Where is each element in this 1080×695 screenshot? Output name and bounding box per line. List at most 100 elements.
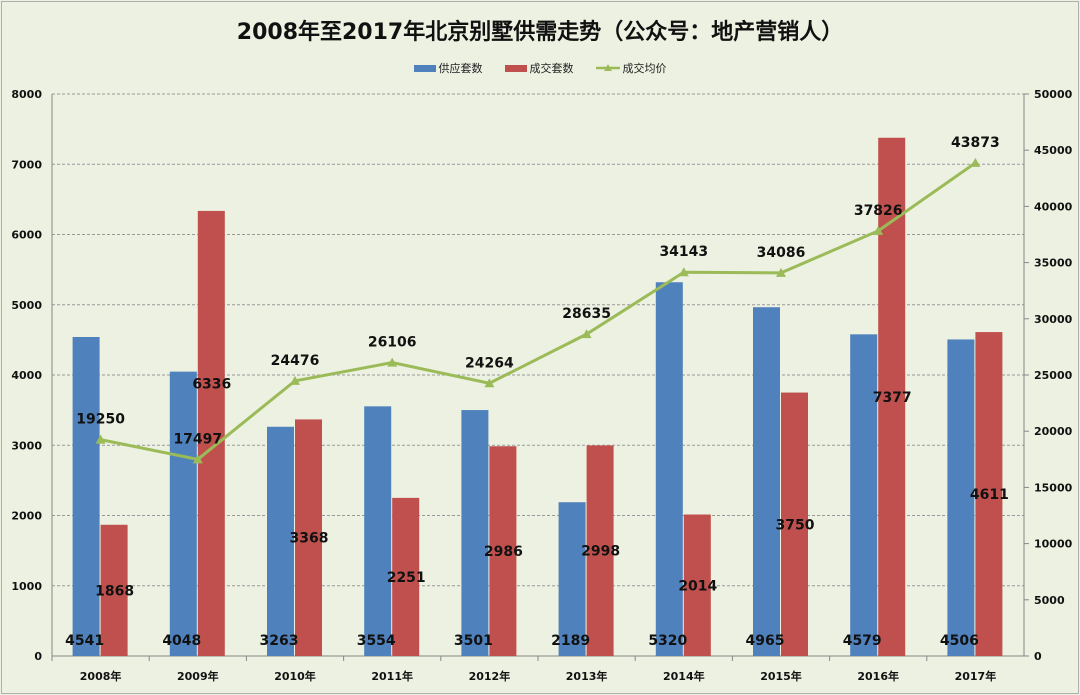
bar-deals [489, 446, 517, 656]
y-right-tick-label: 40000 [1034, 200, 1073, 213]
x-tick-label: 2009年 [177, 669, 219, 683]
bar-deals [781, 392, 808, 656]
legend-swatch-price [595, 64, 620, 71]
y-left-tick-label: 6000 [11, 229, 42, 242]
data-label-deals: 2986 [484, 544, 523, 560]
bar-deals [197, 210, 225, 656]
data-label-supply: 3501 [454, 633, 493, 649]
bar-deals [295, 419, 322, 656]
data-label-price: 26106 [368, 335, 417, 351]
bar-supply [753, 307, 780, 656]
legend-label-supply: 供应套数 [438, 62, 483, 75]
bar-supply [461, 410, 489, 656]
bar-deals [683, 514, 711, 656]
x-tick-label: 2011年 [371, 669, 413, 683]
data-label-deals: 2998 [581, 544, 620, 560]
data-label-price: 24476 [271, 353, 320, 369]
data-label-price: 34143 [659, 244, 708, 260]
data-label-deals: 1868 [95, 583, 134, 599]
y-right-tick-label: 0 [1034, 650, 1042, 663]
bar-deals [878, 137, 906, 656]
data-label-deals: 2014 [678, 578, 717, 594]
bar-supply [267, 426, 294, 656]
legend-item-supply: 供应套数 [413, 60, 483, 76]
bar-supply [850, 334, 878, 656]
data-label-deals: 3368 [290, 531, 329, 547]
legend: 供应套数 成交套数 成交均价 [0, 60, 1080, 76]
bar-supply [169, 371, 197, 656]
data-label-price: 19250 [76, 412, 125, 428]
y-left-tick-label: 4000 [11, 369, 42, 382]
data-label-price: 37826 [854, 203, 903, 219]
marker-price [290, 375, 300, 385]
data-label-deals: 4611 [970, 487, 1009, 503]
x-tick-label: 2012年 [469, 669, 511, 683]
y-right-tick-label: 45000 [1034, 144, 1073, 157]
line-price [100, 161, 977, 461]
marker-price [581, 329, 592, 339]
data-label-deals: 2251 [387, 570, 426, 586]
marker-price [776, 267, 786, 277]
legend-label-deals: 成交套数 [529, 62, 574, 75]
legend-item-deals: 成交套数 [504, 60, 574, 76]
marker-price [678, 267, 689, 277]
legend-swatch-supply [413, 64, 436, 72]
y-right-tick-label: 10000 [1034, 538, 1073, 551]
data-label-supply: 3554 [357, 633, 396, 649]
data-label-supply: 4965 [746, 633, 785, 649]
x-tick-label: 2015年 [760, 669, 802, 683]
marker-price [192, 454, 203, 464]
x-tick-label: 2010年 [274, 669, 316, 683]
bar-deals [100, 524, 128, 656]
y-left-tick-label: 7000 [11, 158, 42, 171]
data-label-supply: 2189 [551, 633, 590, 649]
x-tick-label: 2016年 [857, 669, 899, 683]
y-right-tick-label: 25000 [1034, 369, 1073, 382]
legend-swatch-deals [504, 64, 527, 72]
marker-price [387, 357, 398, 367]
data-label-supply: 4579 [843, 633, 882, 649]
legend-label-price: 成交均价 [622, 62, 667, 75]
x-tick-label: 2008年 [80, 669, 122, 683]
y-left-tick-label: 0 [34, 650, 42, 663]
y-left-tick-label: 2000 [11, 510, 42, 523]
y-right-tick-label: 15000 [1034, 481, 1073, 494]
chart-title: 2008年至2017年北京别墅供需走势（公众号：地产营销人） [236, 20, 844, 45]
y-left-tick-label: 3000 [11, 439, 42, 452]
data-label-supply: 4506 [940, 633, 979, 649]
data-label-supply: 4048 [162, 633, 201, 649]
bar-deals [392, 497, 420, 656]
data-label-deals: 7377 [873, 390, 912, 406]
bar-deals [975, 332, 1003, 656]
x-tick-label: 2013年 [566, 669, 608, 683]
y-right-tick-label: 35000 [1034, 257, 1073, 270]
bar-deals [586, 445, 614, 656]
bar-supply [655, 282, 683, 656]
marker-price [873, 225, 884, 235]
bar-supply [72, 336, 100, 656]
y-left-tick-label: 5000 [11, 299, 42, 312]
y-right-tick-label: 20000 [1034, 425, 1073, 438]
bar-supply [364, 406, 392, 656]
data-label-supply: 5320 [648, 633, 687, 649]
y-right-tick-label: 5000 [1034, 594, 1065, 607]
marker-price [970, 157, 981, 167]
y-left-tick-label: 1000 [11, 580, 42, 593]
y-left-tick-label: 8000 [11, 88, 42, 101]
data-label-supply: 3263 [260, 633, 299, 649]
legend-item-price: 成交均价 [595, 60, 667, 76]
x-tick-label: 2017年 [955, 669, 997, 683]
marker-price [95, 434, 106, 444]
x-tick-label: 2014年 [663, 669, 705, 683]
data-label-price: 28635 [562, 306, 611, 322]
data-label-supply: 4541 [65, 633, 104, 649]
bar-supply [558, 502, 586, 656]
marker-price [484, 378, 495, 388]
data-label-price: 17497 [173, 431, 222, 447]
data-label-deals: 6336 [192, 376, 231, 392]
bar-supply [947, 339, 975, 656]
data-label-price: 24264 [465, 355, 514, 371]
y-right-tick-label: 50000 [1034, 88, 1073, 101]
